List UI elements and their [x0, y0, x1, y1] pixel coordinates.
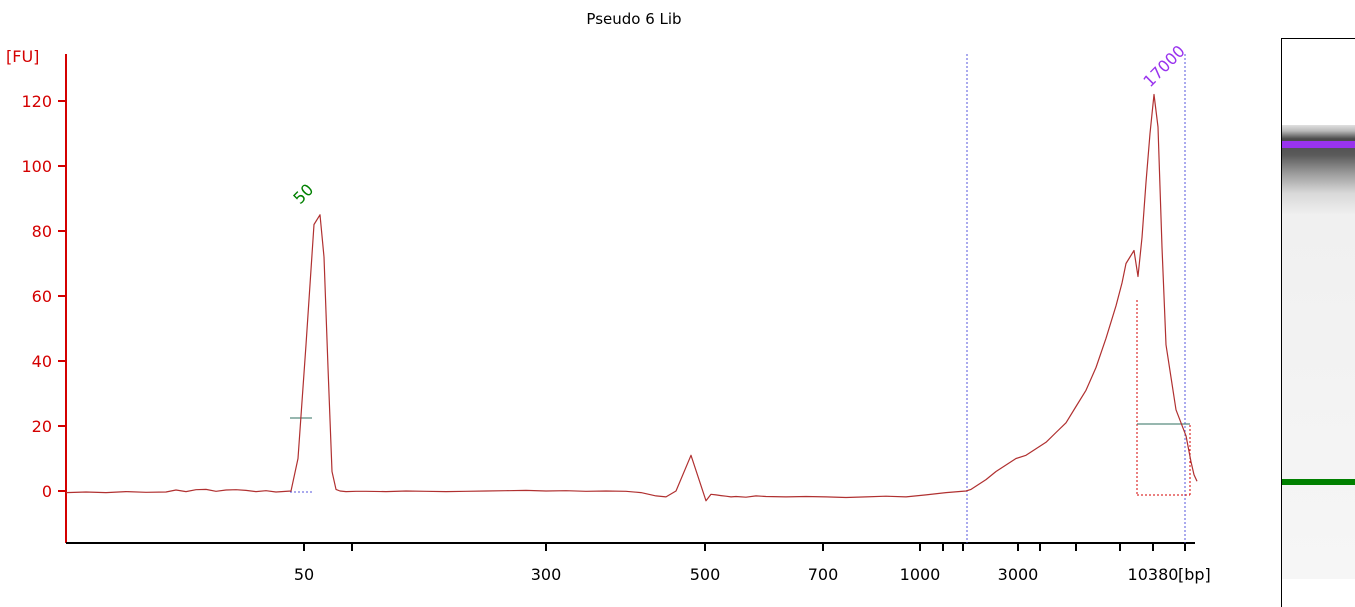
y-tick-label: 100 [21, 157, 52, 176]
x-tick-label: 300 [531, 565, 562, 584]
x-tick-label: 1000 [900, 565, 941, 584]
y-tick-label: 20 [32, 417, 52, 436]
lower-marker-band [1282, 479, 1355, 485]
chart-title: Pseudo 6 Lib [586, 10, 681, 28]
x-tick-label: 3000 [998, 565, 1039, 584]
y-tick-label: 60 [32, 287, 52, 306]
y-tick-label: 120 [21, 92, 52, 111]
y-tick-label: 40 [32, 352, 52, 371]
y-tick-label: 0 [42, 482, 52, 501]
x-axis-label: [bp] [1178, 565, 1211, 584]
peak-label: 17000 [1139, 41, 1188, 90]
x-tick-label: 700 [808, 565, 839, 584]
y-axis-label: [FU] [6, 47, 39, 66]
upper-marker-band [1282, 141, 1355, 148]
fluorescence-trace [65, 93, 1198, 502]
x-axis: 50 300 500 700 1000 3000 10380 [66, 542, 1195, 584]
gel-image [1281, 38, 1355, 607]
region-markers [290, 54, 1191, 543]
peak-labels: 50 17000 [289, 41, 1188, 207]
trace-layer [65, 93, 1198, 502]
x-tick-label: 50 [294, 565, 314, 584]
y-axis: 0 20 40 60 80 100 120 [21, 54, 67, 543]
gel-lane-smear [1282, 125, 1355, 579]
x-tick-label: 10380 [1128, 565, 1179, 584]
y-tick-label: 80 [32, 222, 52, 241]
x-tick-label: 500 [690, 565, 721, 584]
peak-label: 50 [289, 180, 317, 208]
